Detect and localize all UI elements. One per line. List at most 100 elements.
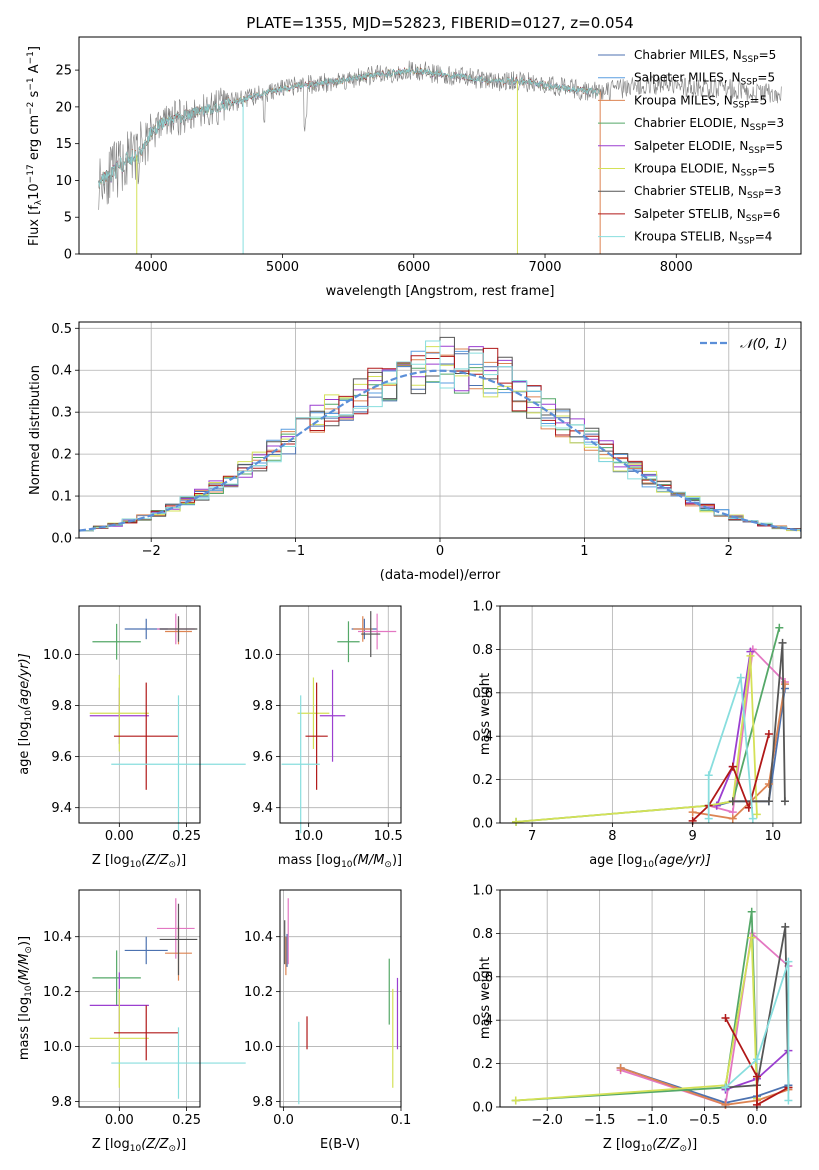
x-tick-label: −2: [142, 544, 161, 559]
y-tick-label: 0.8: [472, 927, 493, 942]
x-tick-label: 0.0: [747, 1113, 768, 1128]
legend-n-sub: SSP: [747, 191, 764, 201]
legend-n-sub: SSP: [741, 78, 758, 88]
weight-marker: [748, 814, 757, 823]
x-axis-label-part: ⊙: [168, 860, 176, 870]
y-tick-label: 9.4: [252, 801, 273, 816]
legend-series-name: Chabrier MILES: [634, 48, 725, 62]
x-axis-label-part: ⊙: [384, 860, 392, 870]
y-tick-label: 9.6: [51, 750, 72, 765]
legend-label: Chabrier STELIB, NSSP=3: [634, 184, 782, 201]
x-axis-label: Z [log10(Z/Z⊙)]: [603, 1137, 697, 1154]
y-tick-label: 0.4: [472, 1014, 493, 1029]
x-axis-label: E(B-V): [320, 1137, 360, 1152]
weight-marker: [721, 1083, 730, 1092]
x-axis-label-part: 10: [341, 860, 353, 870]
weight-marker: [752, 1055, 761, 1064]
y-tick-label: 0.8: [472, 643, 493, 658]
x-axis-label-part: Z [log: [603, 1137, 641, 1152]
legend-n-value: =5: [765, 139, 783, 153]
y-tick-label: 0.0: [472, 817, 493, 832]
weight-marker: [764, 730, 773, 739]
legend-n-sub: SSP: [733, 100, 750, 110]
y-axis-label-part: ]: [27, 46, 42, 51]
y-axis-label-part: Flux [f: [27, 205, 42, 246]
y-tick-label: 0.4: [472, 730, 493, 745]
y-tick-label: 0.2: [472, 773, 493, 788]
legend-series-name: Salpeter STELIB: [634, 207, 729, 221]
chart-title: PLATE=1355, MJD=52823, FIBERID=0127, z=0…: [246, 14, 633, 32]
legend-n-value: =5: [757, 71, 775, 85]
model-spectrum: [98, 65, 601, 189]
weight-marker: [511, 1096, 520, 1105]
x-axis-label-part: (Z/Z: [141, 853, 169, 868]
weight-marker: [747, 933, 756, 942]
y-tick-label: 0.4: [51, 364, 72, 379]
axes-frame: [78, 36, 802, 255]
weight-series-line: [725, 926, 790, 1089]
x-tick-label: 7000: [528, 260, 561, 275]
y-tick-label: 10.0: [244, 648, 273, 663]
x-axis-label: age [log10(age/yr)]: [589, 853, 711, 870]
weight-marker: [736, 673, 745, 682]
x-axis-label-part: )]: [392, 853, 402, 868]
weight-marker: [728, 814, 737, 823]
legend-series-name: Chabrier STELIB: [634, 184, 730, 198]
x-tick-label: 0.25: [172, 1113, 201, 1128]
x-axis-label-part: mass [log: [278, 853, 341, 868]
y-axis-label-part: erg cm: [27, 115, 42, 164]
legend-n-value: =6: [763, 207, 781, 221]
axes-frame: [78, 605, 201, 824]
legend-n-value: =5: [750, 93, 768, 107]
legend-series-name: Salpeter MILES: [634, 71, 724, 85]
legend-n-sub: SSP: [750, 123, 767, 133]
x-axis-label-part: )]: [176, 853, 186, 868]
y-tick-label: 9.8: [252, 699, 273, 714]
x-axis-label-part: (Z/Z: [652, 1137, 680, 1152]
y-axis-label-part: ⊙: [24, 946, 34, 954]
legend-label: Salpeter STELIB, NSSP=6: [634, 207, 780, 224]
weight-series-line: [732, 642, 786, 803]
y-tick-label: 0.6: [472, 970, 493, 985]
y-tick-label: 0.0: [472, 1101, 493, 1116]
y-axis-label: mass [log10(M/M⊙)]: [17, 936, 34, 1060]
y-axis-label-part: )]: [17, 936, 32, 946]
y-axis-label-part: A: [27, 64, 42, 77]
x-axis-label-part: ⊙: [679, 1144, 687, 1154]
weight-marker: [721, 1014, 730, 1023]
legend-n-sub: SSP: [741, 169, 758, 179]
axes-frame: [499, 889, 802, 1108]
spectrum-panel: 4000 5000 6000 7000 8000 0 5 10 15 20 25 PLATE=1355…: [26, 14, 802, 299]
x-axis-label: Z [log10(Z/Z⊙)]: [92, 853, 186, 870]
weight-marker: [784, 957, 793, 966]
weight-series-line: [724, 1017, 789, 1107]
y-axis-label-part: λ: [34, 199, 44, 205]
legend-label: Kroupa MILES, NSSP=5: [634, 93, 767, 110]
y-tick-label: 1.0: [472, 600, 493, 615]
x-tick-label: 10: [765, 829, 782, 844]
y-tick-label: 9.8: [51, 1095, 72, 1110]
y-tick-label: 0.2: [51, 448, 72, 463]
y-tick-label: 10.4: [244, 930, 273, 945]
weight-marker: [752, 810, 761, 819]
y-tick-label: 9.8: [51, 699, 72, 714]
x-tick-label: 2: [725, 544, 733, 559]
legend-series-name: Salpeter ELODIE: [634, 139, 732, 153]
x-axis-label-part: ⊙: [168, 1144, 176, 1154]
y-axis-label-part: (age/yr)]: [17, 653, 32, 710]
legend-n-sub: SSP: [742, 55, 759, 65]
weight-marker: [752, 1072, 761, 1081]
legend-n-prefix: , N: [729, 207, 746, 221]
y-tick-label: 9.4: [51, 801, 72, 816]
x-axis-label-part: 10: [130, 1144, 142, 1154]
x-axis-label-part: 10: [130, 860, 142, 870]
y-axis-label-part: −17: [26, 164, 36, 183]
legend-n-sub: SSP: [738, 237, 755, 247]
weight-marker: [746, 651, 755, 660]
axes-frame: [279, 889, 402, 1108]
x-tick-label: −1.0: [636, 1113, 668, 1128]
legend-label: Chabrier MILES, NSSP=5: [634, 48, 776, 65]
weight-marker: [728, 762, 737, 771]
age-vs-metallicity-panel: 0.00 0.259.49.69.810.0Z [log10(Z/Z⊙)]age …: [17, 605, 246, 870]
y-tick-label: 0: [64, 248, 72, 263]
